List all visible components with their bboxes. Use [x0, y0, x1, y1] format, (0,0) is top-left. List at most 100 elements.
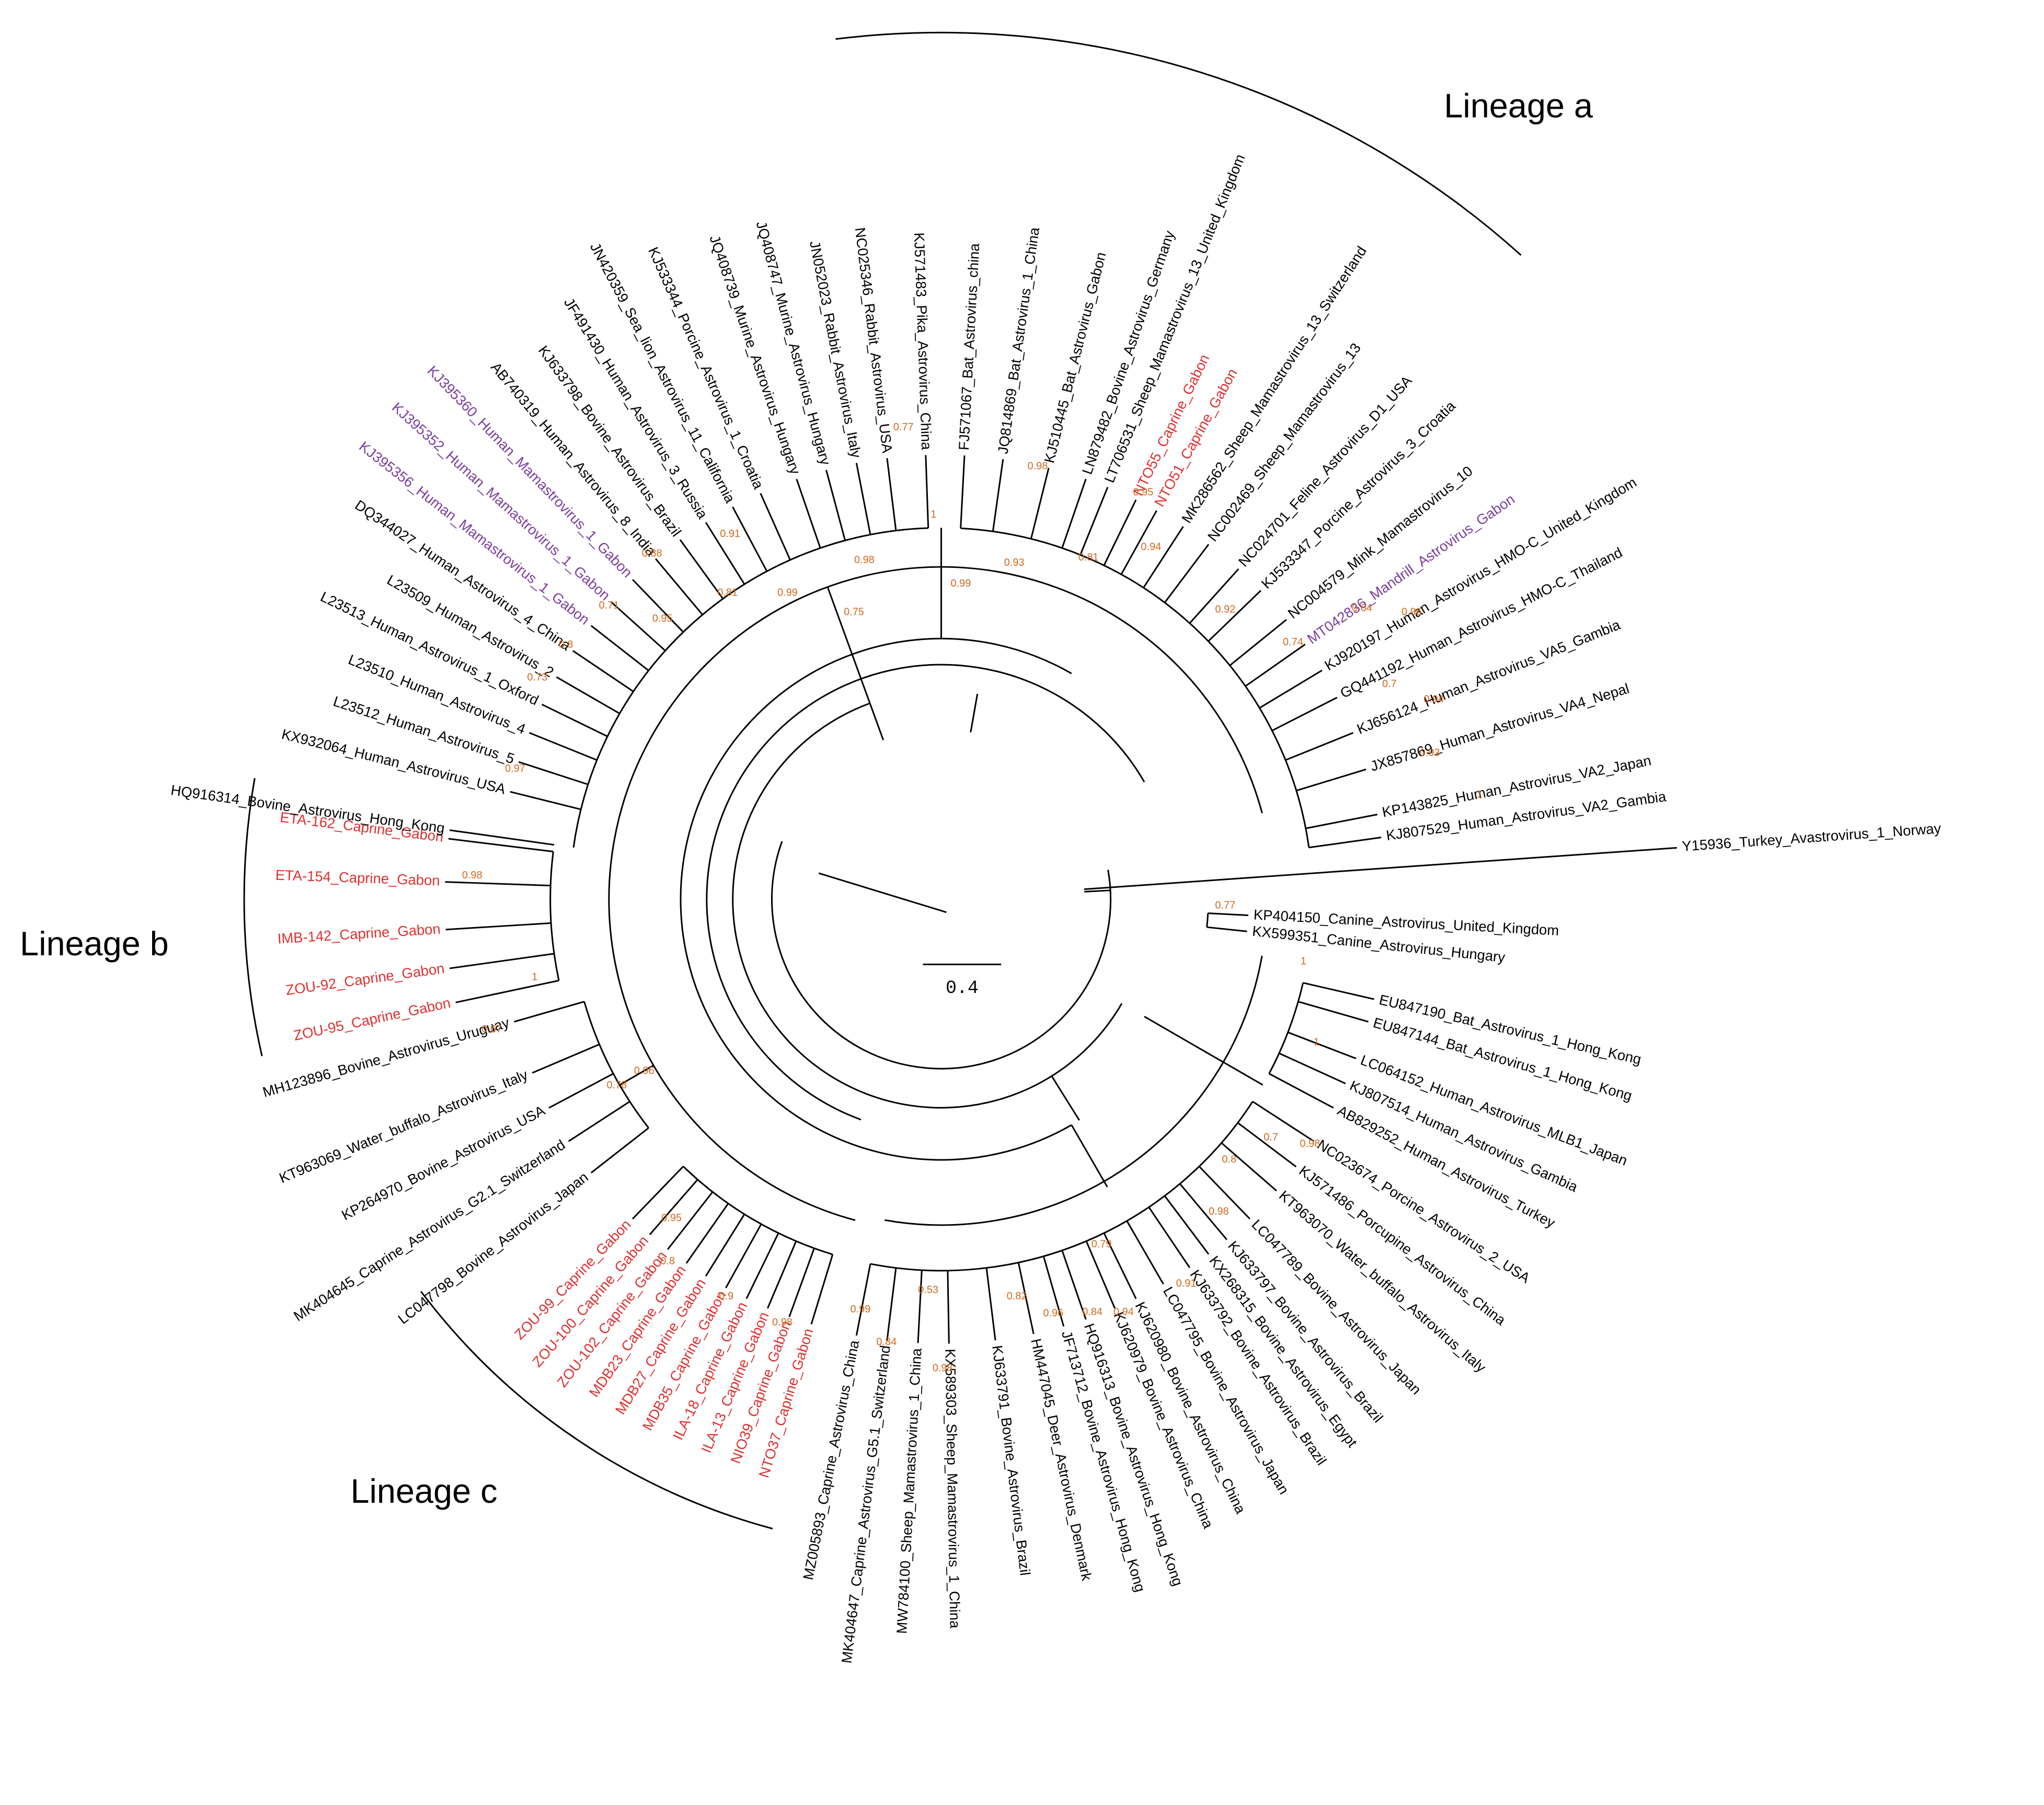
branch	[1208, 912, 1248, 917]
support-value: 0.96	[1402, 607, 1422, 618]
branch	[1208, 590, 1261, 642]
lineage-label: Lineage a	[1444, 86, 1593, 124]
branch	[947, 1270, 950, 1344]
support-value: 0.78	[606, 1079, 627, 1091]
leaf-label: KX589303_Sheep_Mamastrovirus_1_China	[942, 1349, 963, 1629]
branch	[510, 791, 581, 810]
branch	[1179, 1183, 1227, 1240]
leaf-label: MW784100_Sheep_Mamastrovirus_1_China	[893, 1347, 925, 1635]
support-value: 0.98	[772, 1317, 793, 1328]
branch	[613, 566, 1263, 842]
branch	[1207, 926, 1247, 932]
branch	[1189, 568, 1239, 624]
support-value: 0.95	[661, 1213, 682, 1224]
branch	[1061, 1250, 1087, 1320]
branch	[1144, 1015, 1264, 1086]
branch	[767, 1241, 797, 1309]
branch	[771, 841, 1111, 1070]
support-value: 0.92	[1215, 604, 1235, 615]
branch	[810, 1254, 834, 1324]
support-value: 1	[1301, 956, 1306, 967]
branch	[1297, 1001, 1369, 1023]
branch	[970, 693, 979, 733]
leaf-label: Y15936_Turkey_Avastrovirus_1_Norway	[1681, 820, 1942, 854]
support-value: 0.99	[950, 578, 971, 589]
support-value: 1	[532, 972, 537, 983]
support-value: 1	[1476, 789, 1482, 801]
branch	[680, 637, 1072, 1161]
branch	[445, 881, 551, 887]
branch	[1296, 768, 1367, 792]
branch	[449, 829, 555, 846]
branch	[732, 506, 768, 572]
branch	[825, 470, 846, 541]
branch	[705, 522, 745, 585]
branch	[1259, 669, 1323, 709]
branch	[1103, 1232, 1137, 1299]
branch	[1030, 467, 1050, 539]
leaf-label: ZOU-92_Caprine_Gabon	[285, 960, 446, 998]
branch	[631, 1166, 684, 1220]
leaf-label: L23510_Human_Astrovirus_4	[346, 651, 528, 737]
branch	[1268, 1072, 1334, 1109]
branch	[1308, 837, 1382, 849]
branch	[1103, 499, 1137, 566]
support-value: 0.94	[1141, 541, 1161, 553]
support-value: 0.98	[1028, 461, 1048, 472]
support-value: 0.95	[652, 613, 673, 624]
support-value: 0.96	[634, 1065, 654, 1077]
branch	[1221, 1142, 1277, 1192]
support-value: 0.94	[1113, 1306, 1134, 1318]
branch	[1198, 1166, 1250, 1220]
branch	[610, 601, 666, 652]
branch	[1051, 1076, 1080, 1121]
branch	[985, 1267, 996, 1341]
leaf-label: JQ814869_Bat_Astrovirus_1_China	[995, 226, 1043, 455]
branch	[1303, 982, 1374, 1000]
leaf-label: MK286562_Sheep_Mamastrovirus_13_Switzerl…	[1178, 243, 1370, 526]
support-value: 1	[931, 509, 936, 520]
branch	[1288, 1031, 1357, 1059]
support-value: 0.96	[1043, 1308, 1063, 1319]
support-value: 0.84	[1082, 1306, 1103, 1318]
support-value: 0.97	[505, 763, 525, 774]
branch	[1164, 544, 1210, 603]
branch	[529, 732, 598, 761]
branch	[1271, 696, 1338, 732]
support-value: 0.74	[1283, 636, 1303, 648]
branch	[583, 1001, 649, 1129]
support-value: 0.81	[717, 587, 738, 598]
branch	[449, 953, 555, 969]
support-value: 0.99	[777, 587, 798, 598]
branch	[835, 31, 1522, 256]
branch	[679, 539, 724, 599]
leaf-label: FJ571067_Bat_Astrovirus_china	[956, 243, 983, 451]
leaf-label: KX268315_Bovine_Astrovirus_Egypt	[1206, 1253, 1360, 1450]
branch	[1305, 814, 1378, 829]
leaf-label: KJ633791_Bovine_Astrovirus_Brazil	[989, 1344, 1034, 1576]
branch	[568, 1101, 630, 1142]
support-value: 0.7	[1382, 678, 1397, 690]
branch	[960, 455, 966, 529]
branch	[788, 1248, 815, 1317]
support-value: 0.94	[1423, 694, 1444, 705]
leaf-label: ETA-154_Caprine_Gabon	[275, 867, 440, 889]
support-value: 0.82	[1007, 1290, 1027, 1302]
support-value: 0.98	[462, 870, 483, 881]
branch	[1279, 1052, 1346, 1084]
support-value: 0.77	[1215, 899, 1235, 911]
leaf-label: NC025346_Rabbit_Astrovirus_USA	[852, 226, 896, 454]
support-value: 0.95	[1133, 486, 1153, 498]
branch	[590, 1127, 649, 1174]
branch	[925, 455, 929, 528]
branch	[631, 579, 684, 633]
branch	[855, 463, 871, 535]
support-value: 0.88	[642, 548, 662, 559]
support-value: 0.64	[1352, 602, 1372, 614]
support-value: 0.93	[1004, 557, 1025, 568]
branch	[1084, 847, 1677, 890]
leaf-label: KJ571483_Pika_Astrovirus_China	[911, 232, 935, 450]
branch	[667, 1191, 714, 1250]
branch	[1143, 526, 1184, 588]
branch	[1084, 889, 1111, 893]
